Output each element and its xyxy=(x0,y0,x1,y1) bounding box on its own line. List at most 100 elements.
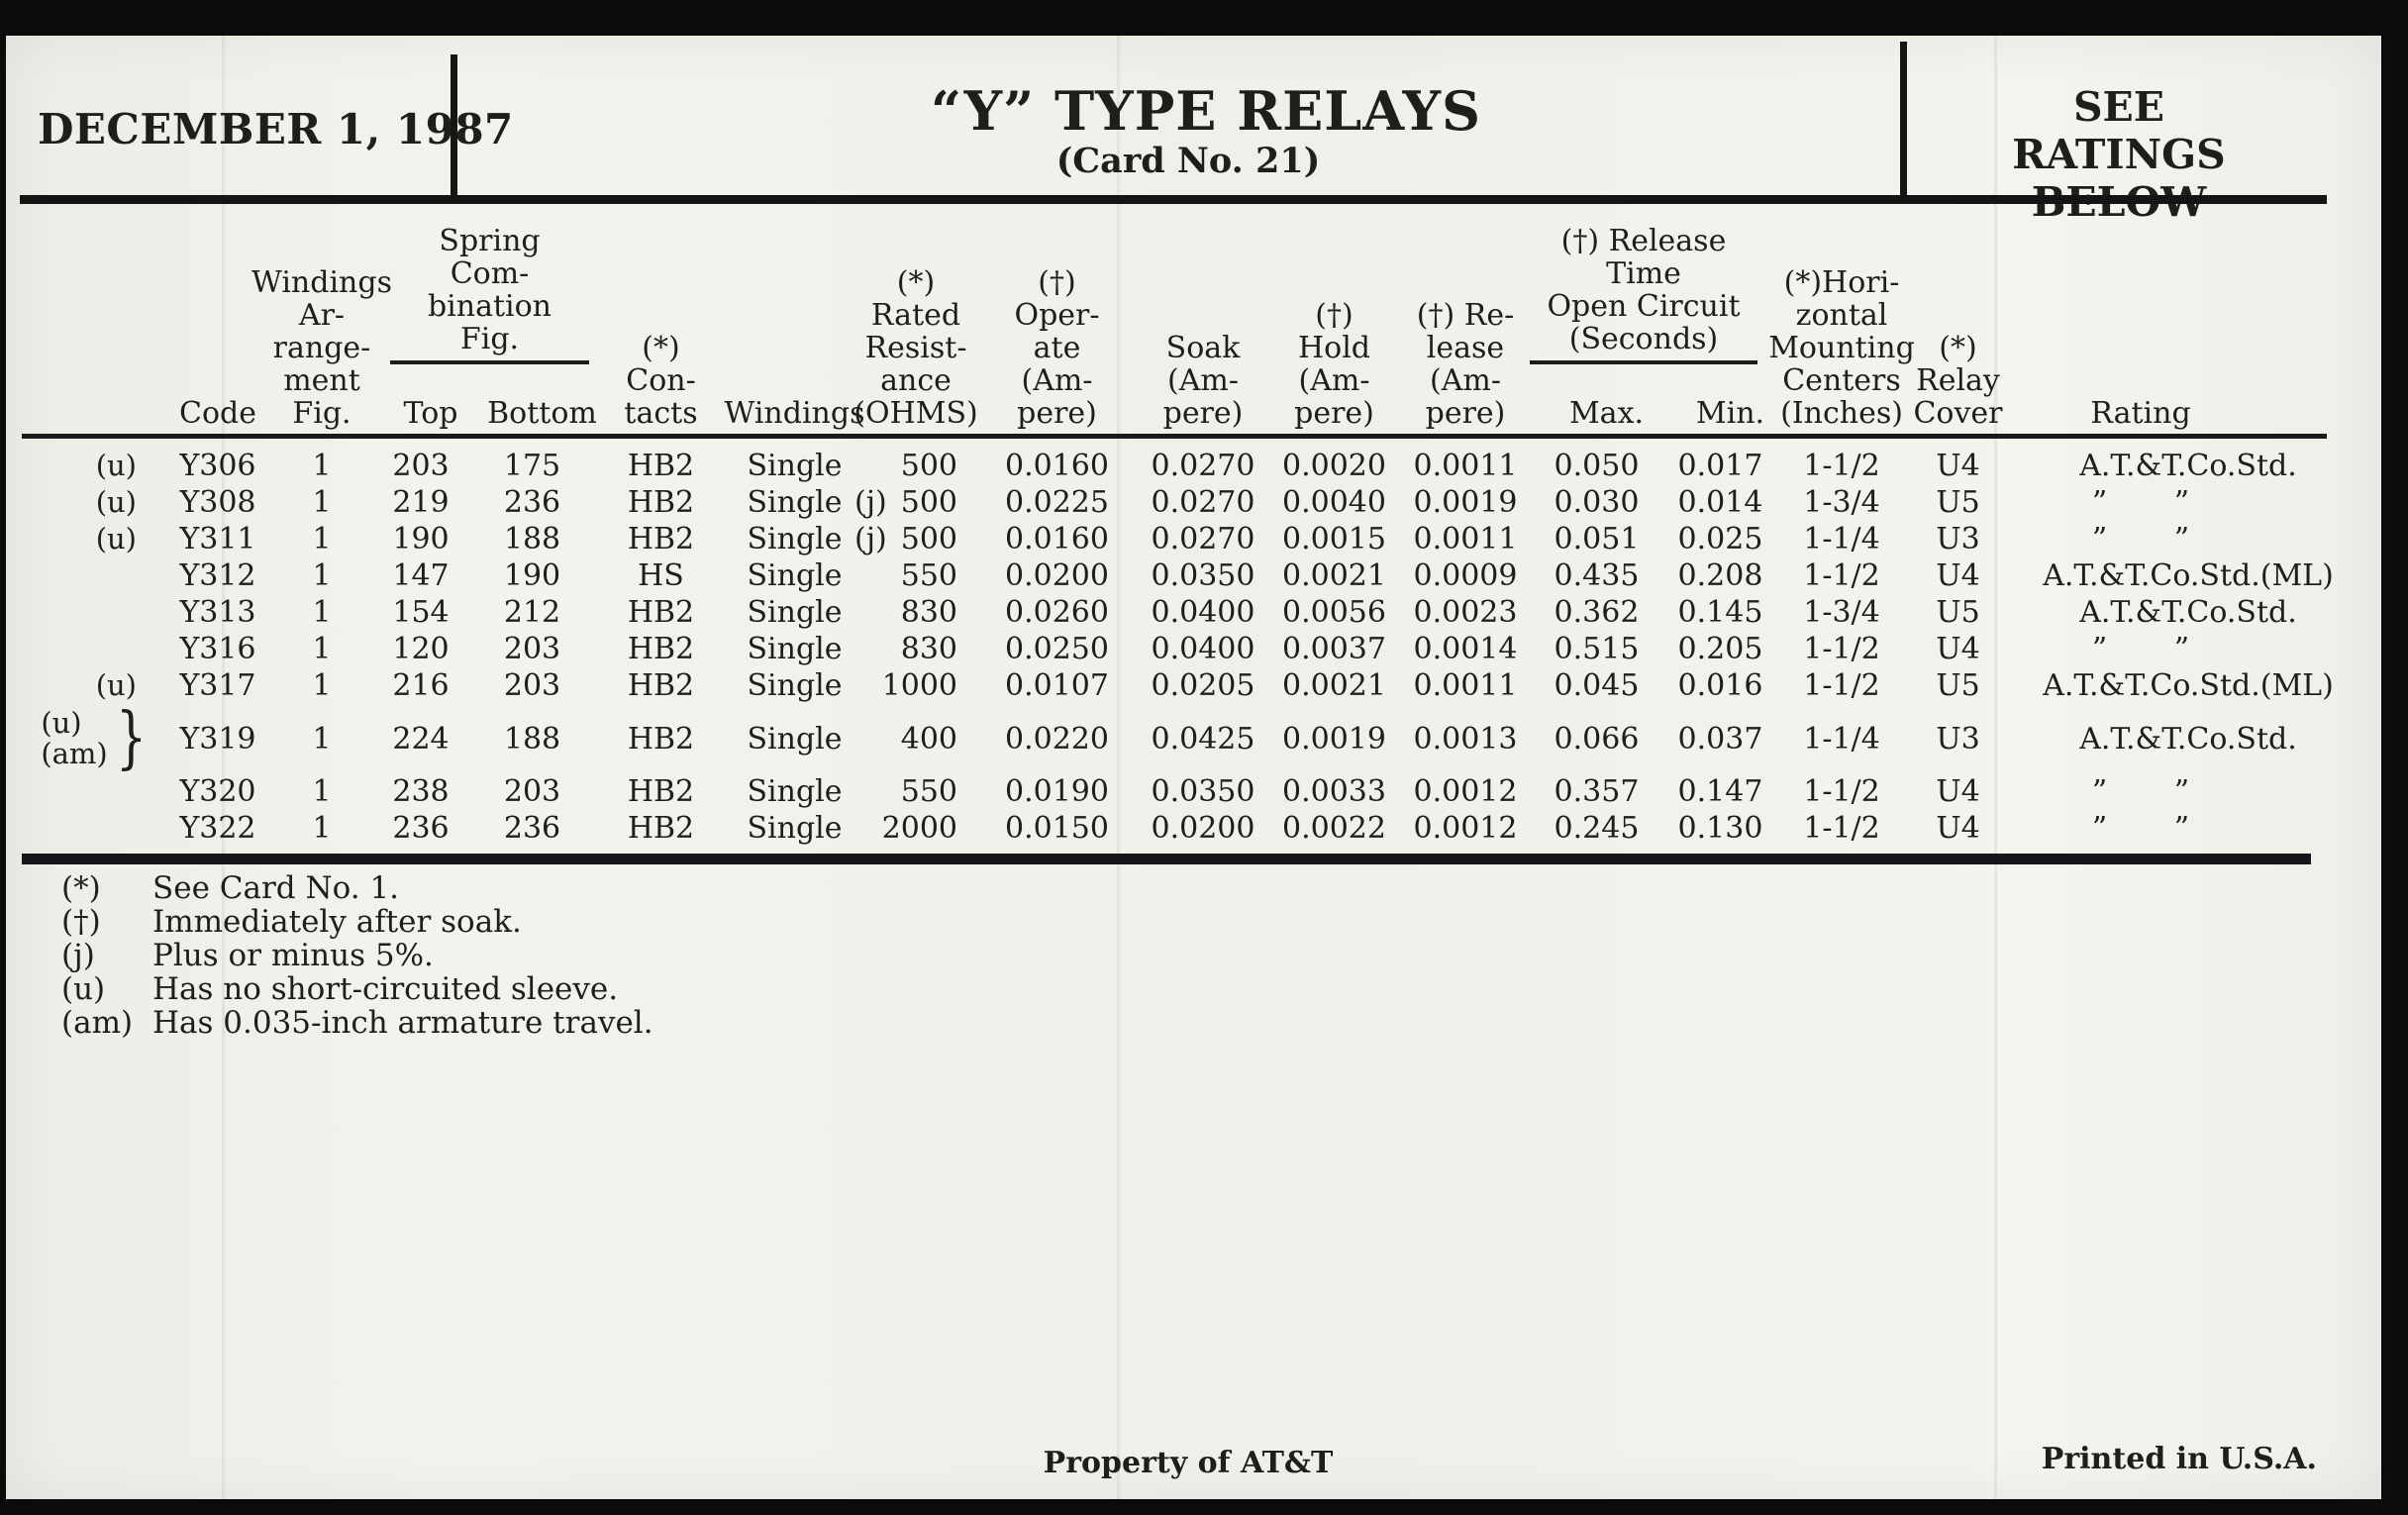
cell-fig: 1 xyxy=(312,811,332,846)
cell-bottom: 190 xyxy=(503,558,561,593)
cell-operate: 0.0160 xyxy=(1005,449,1109,483)
cell-bottom: 236 xyxy=(503,485,561,520)
col-header-relay-cover: (*) Relay Cover xyxy=(1913,331,2003,431)
cell-release: 0.0023 xyxy=(1413,595,1518,630)
col-header-contacts: (*) Con- tacts xyxy=(624,331,698,431)
header-rule xyxy=(20,195,2327,204)
cell-hold: 0.0021 xyxy=(1282,668,1386,703)
cell-soak: 0.0270 xyxy=(1151,449,1255,483)
cell-max: 0.362 xyxy=(1554,595,1640,630)
cell-prefix: (u) (am)} xyxy=(30,705,158,772)
cell-soak: 0.0400 xyxy=(1151,595,1255,630)
cell-code: Y312 xyxy=(179,558,256,593)
cell-cover: U3 xyxy=(1936,522,1980,556)
footnote-symbol: (*) xyxy=(61,870,101,906)
footnote-text: Has no short-circuited sleeve. xyxy=(152,971,619,1007)
cell-code: Y308 xyxy=(179,485,256,520)
cell-contacts: HB2 xyxy=(627,595,695,630)
cell-hold: 0.0056 xyxy=(1282,595,1386,630)
header-underline-rule xyxy=(22,434,2327,439)
cell-code: Y306 xyxy=(179,449,256,483)
cell-release: 0.0011 xyxy=(1413,668,1518,703)
cell-contacts: HB2 xyxy=(627,485,695,520)
prefix-marks: (u) xyxy=(95,485,137,519)
resistance-value: 500 xyxy=(900,449,957,483)
cell-top: 203 xyxy=(392,449,450,483)
cell-contacts: HB2 xyxy=(627,668,695,703)
table-row: (u) Y306 1 203 175 HB2 Single 500 0.0160 0.0270 0.… xyxy=(30,448,2366,484)
cell-bottom: 236 xyxy=(503,811,561,846)
cell-windings: Single xyxy=(747,558,843,593)
footnote-symbol: (u) xyxy=(61,971,106,1007)
cell-resistance: 500 xyxy=(856,449,975,483)
table-row: (u) Y308 1 219 236 HB2 Single (j) 500 0.0225 0.027… xyxy=(30,484,2366,521)
cell-top: 120 xyxy=(392,632,450,666)
cell-prefix: (u) xyxy=(30,670,158,701)
cell-hold: 0.0022 xyxy=(1282,811,1386,846)
cell-release: 0.0012 xyxy=(1413,774,1518,809)
cell-cover: U4 xyxy=(1936,632,1980,666)
footnote-text: Has 0.035-inch armature travel. xyxy=(152,1005,653,1041)
cell-max: 0.245 xyxy=(1554,811,1640,846)
resistance-value: 500 xyxy=(900,522,957,556)
resistance-value: 550 xyxy=(900,774,957,809)
cell-top: 190 xyxy=(392,522,450,556)
cell-operate: 0.0150 xyxy=(1005,811,1109,846)
cell-prefix: (u) xyxy=(30,487,158,518)
table-row: (u) Y311 1 190 188 HB2 Single (j) 500 0.0160 0.027… xyxy=(30,521,2366,557)
footnote-text: See Card No. 1. xyxy=(152,870,400,906)
cell-resistance: 550 xyxy=(856,558,975,593)
cell-centers: 1-1/4 xyxy=(1803,522,1880,556)
cell-top: 154 xyxy=(392,595,450,630)
cell-code: Y322 xyxy=(179,811,256,846)
cell-fig: 1 xyxy=(312,774,332,809)
col-header-operate: (†) Oper- ate (Am- pere) xyxy=(1014,265,1100,431)
cell-fig: 1 xyxy=(312,721,332,757)
cell-windings: Single xyxy=(747,811,843,846)
table-header: Code Windings Ar- range- ment Fig. Sprin… xyxy=(30,222,2366,430)
cell-resistance: 1000 xyxy=(856,668,975,703)
cell-windings: Single xyxy=(747,721,843,757)
cell-hold: 0.0019 xyxy=(1282,721,1386,757)
cell-bottom: 203 xyxy=(503,668,561,703)
col-header-mounting-centers: (*)Hori- zontal Mounting Centers (Inches… xyxy=(1768,265,1915,431)
table-row: Y312 1 147 190 HS Single 550 0.0200 0.0350 0.0021… xyxy=(30,557,2366,594)
cell-cover: U5 xyxy=(1936,485,1980,520)
cell-soak: 0.0350 xyxy=(1151,558,1255,593)
cell-max: 0.045 xyxy=(1554,668,1640,703)
cell-soak: 0.0400 xyxy=(1151,632,1255,666)
col-group-spring-combination: Spring Com- bination Fig. xyxy=(390,225,589,364)
cell-windings: Single xyxy=(747,449,843,483)
cell-centers: 1-1/2 xyxy=(1803,449,1880,483)
cell-min: 0.208 xyxy=(1677,558,1763,593)
cell-min: 0.145 xyxy=(1677,595,1763,630)
resistance-value: 830 xyxy=(900,595,957,630)
footnote: (j) Plus or minus 5%. xyxy=(61,939,1151,972)
cell-code: Y319 xyxy=(179,721,256,757)
col-header-max: Max. xyxy=(1568,396,1645,431)
cell-soak: 0.0200 xyxy=(1151,811,1255,846)
cell-min: 0.017 xyxy=(1677,449,1763,483)
cell-resistance: 830 xyxy=(856,632,975,666)
header-divider-left xyxy=(451,54,457,200)
col-header-rating: Rating xyxy=(2090,396,2191,431)
cell-prefix: (u) xyxy=(30,451,158,481)
cell-code: Y320 xyxy=(179,774,256,809)
cell-centers: 1-1/2 xyxy=(1803,774,1880,809)
cell-top: 236 xyxy=(392,811,450,846)
cell-cover: U4 xyxy=(1936,774,1980,809)
cell-operate: 0.0160 xyxy=(1005,522,1109,556)
resistance-value: 500 xyxy=(900,485,957,520)
col-header-soak: Soak (Am- pere) xyxy=(1162,331,1244,431)
resistance-value: 2000 xyxy=(881,811,957,846)
card-date: DECEMBER 1, 1987 xyxy=(38,105,514,153)
cell-min: 0.014 xyxy=(1677,485,1763,520)
cell-centers: 1-1/2 xyxy=(1803,632,1880,666)
cell-windings: Single xyxy=(747,485,843,520)
cell-bottom: 175 xyxy=(503,449,561,483)
paper-crease xyxy=(1994,36,1997,1499)
cell-contacts: HB2 xyxy=(627,811,695,846)
cell-rating: A.T.&T.Co.Std.(ML) xyxy=(2043,668,2334,703)
cell-rating: A.T.&T.Co.Std. xyxy=(2079,721,2297,757)
prefix-marks: (u) xyxy=(95,449,137,482)
